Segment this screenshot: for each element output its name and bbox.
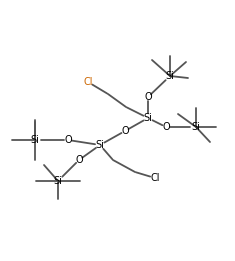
Text: Si: Si bbox=[96, 140, 104, 150]
Text: O: O bbox=[64, 135, 72, 145]
Text: O: O bbox=[162, 122, 170, 132]
Text: Si: Si bbox=[54, 176, 63, 186]
Text: Si: Si bbox=[144, 113, 153, 123]
Text: Cl: Cl bbox=[83, 77, 93, 87]
Text: O: O bbox=[144, 92, 152, 102]
Text: Si: Si bbox=[192, 122, 200, 132]
Text: O: O bbox=[75, 155, 83, 165]
Text: Si: Si bbox=[166, 71, 174, 81]
Text: Si: Si bbox=[31, 135, 39, 145]
Text: Cl: Cl bbox=[150, 173, 160, 183]
Text: O: O bbox=[121, 126, 129, 136]
